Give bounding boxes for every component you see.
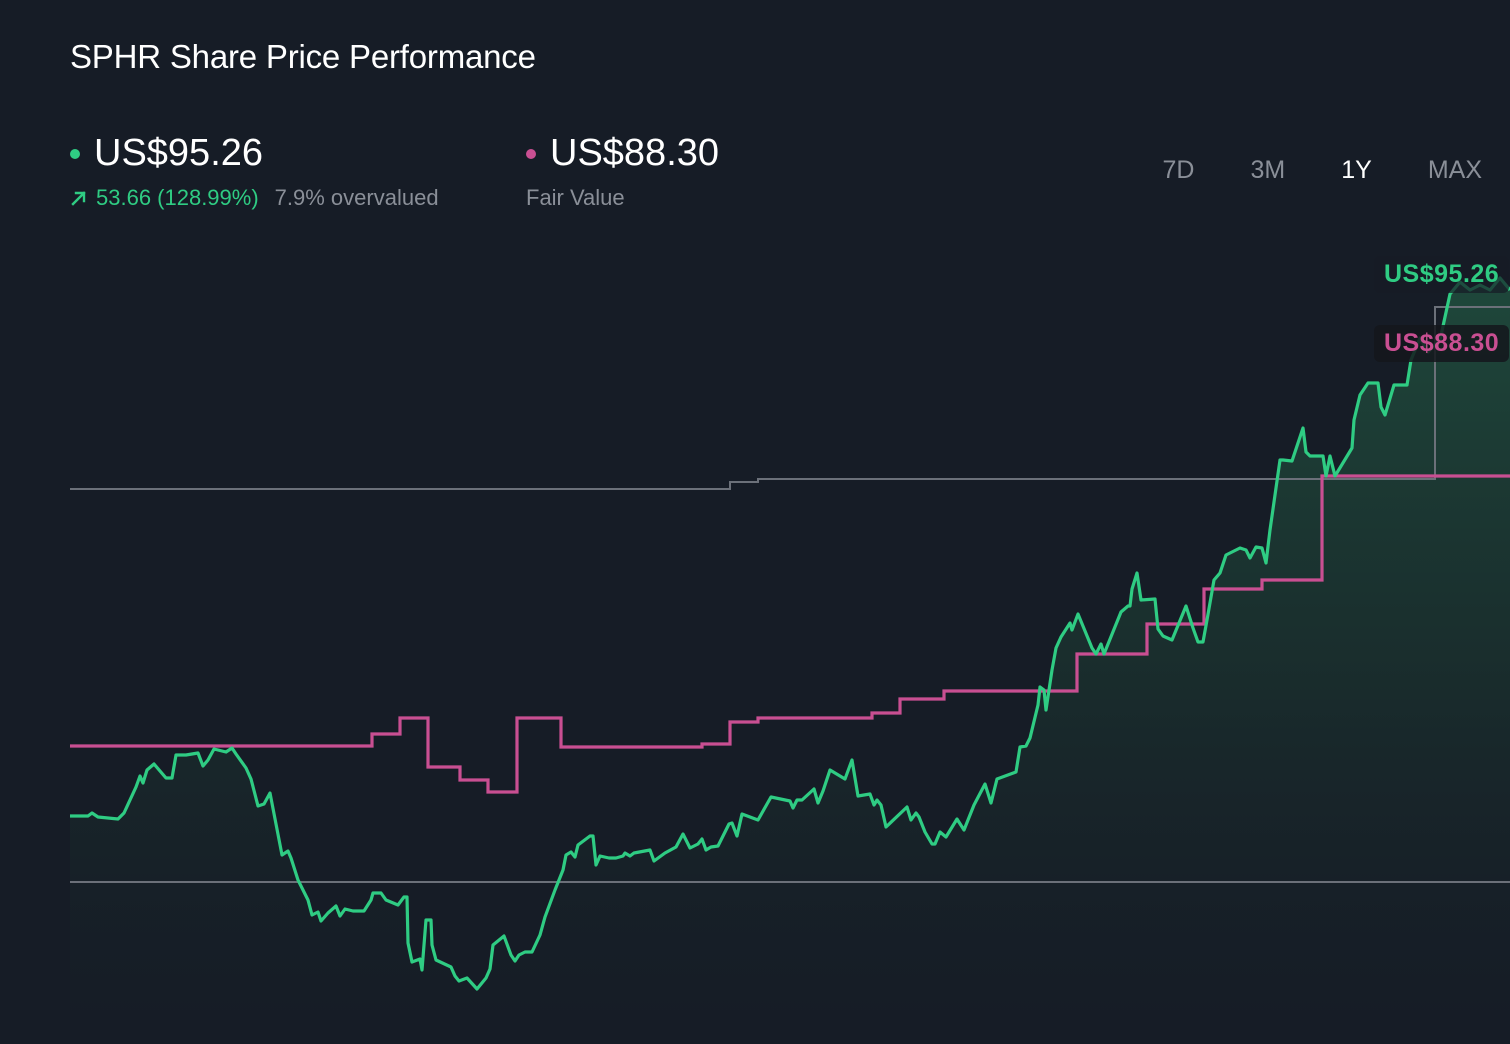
fair-value-line: [70, 474, 1510, 794]
fair-value-label: Fair Value: [526, 185, 625, 210]
share-price-value: US$95.26: [94, 132, 264, 174]
valuation-label: 7.9% overvalued: [274, 185, 439, 210]
price-area: [70, 278, 1510, 1044]
price-change-value: 53.66 (128.99%): [96, 185, 259, 210]
tab-3m[interactable]: 3M: [1250, 156, 1286, 184]
arrow-up-right-icon: [71, 191, 86, 206]
fair-value-tag: US$88.30: [1374, 325, 1510, 362]
share-price-stat: US$95.26 53.66 (128.99%) 7.9% overvalued: [70, 132, 439, 211]
tab-max[interactable]: MAX: [1427, 156, 1482, 184]
price-change: 53.66 (128.99%): [70, 185, 259, 211]
tab-7d[interactable]: 7D: [1162, 156, 1195, 184]
current-price-tag: US$95.26: [1374, 256, 1510, 293]
share-price-line: [70, 276, 1510, 991]
tab-1y[interactable]: 1Y: [1341, 156, 1372, 184]
fair-value-value: US$88.30: [550, 132, 720, 174]
price-legend-dot: [70, 148, 80, 159]
fair-value-legend-dot: [526, 148, 536, 159]
fair-value-stat: US$88.30 Fair Value: [526, 132, 719, 211]
chart-title: SPHR Share Price Performance: [70, 38, 536, 75]
period-tabs: 7D 3M 1Y MAX: [1107, 156, 1482, 185]
